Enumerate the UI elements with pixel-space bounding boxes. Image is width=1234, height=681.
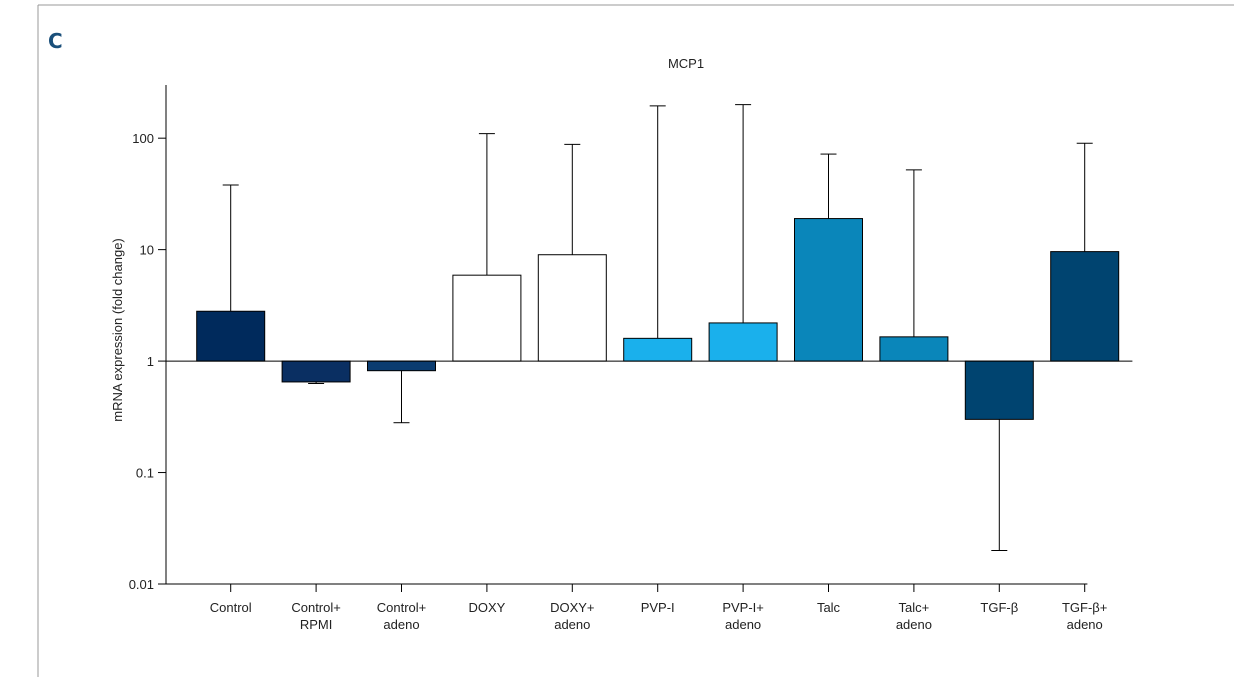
chart-title: MCP1: [668, 56, 704, 71]
x-tick-label: DOXY: [468, 600, 505, 615]
x-tick-label: TGF-β+ adeno: [1062, 600, 1107, 632]
bar: [794, 218, 863, 362]
x-tick-label: Control+ adeno: [377, 600, 427, 632]
bar: [367, 360, 436, 372]
x-tick-label: PVP-I: [641, 600, 675, 615]
x-tick-label: TGF-β: [980, 600, 1018, 615]
x-tick-label: Talc: [817, 600, 841, 615]
bar: [452, 274, 522, 362]
bar: [964, 360, 1034, 420]
bar: [196, 310, 266, 362]
x-tick-label: Talc+ adeno: [896, 600, 932, 632]
y-tick-label: 1: [147, 354, 154, 369]
x-tick-label: DOXY+ adeno: [550, 600, 594, 632]
panel-label: C: [48, 29, 63, 53]
x-tick-label: Control+ RPMI: [291, 600, 341, 632]
x-tick-label: Control: [210, 600, 252, 615]
y-tick-label: 10: [140, 243, 154, 258]
bar: [879, 336, 949, 362]
bar: [281, 360, 351, 383]
bar: [623, 337, 693, 362]
bar: [1050, 251, 1120, 362]
y-tick-label: 0.1: [136, 466, 154, 481]
y-tick-label: 100: [132, 131, 154, 146]
y-tick-label: 0.01: [129, 577, 154, 592]
bar: [708, 322, 778, 362]
bar: [537, 254, 607, 362]
x-tick-label: PVP-I+ adeno: [722, 600, 764, 632]
y-axis-label: mRNA expression (fold change): [110, 238, 125, 422]
